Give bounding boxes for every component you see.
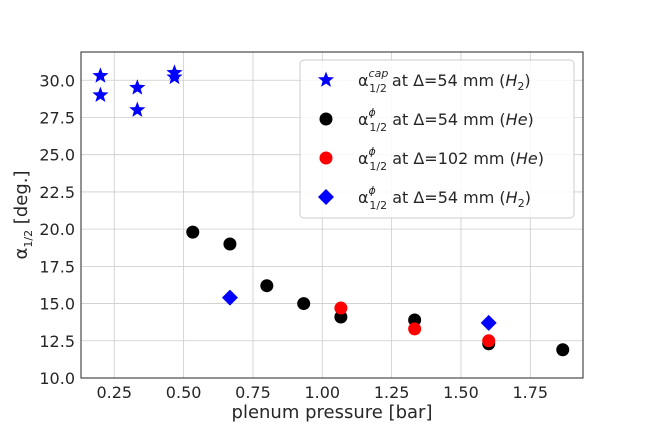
legend-marker-circle: [319, 112, 333, 126]
x-tick-label: 1.00: [304, 383, 340, 402]
data-point-star: [166, 68, 183, 85]
legend-label: αcap 1/2 at Δ=54 mm (H2): [358, 67, 531, 95]
data-point-circle: [334, 310, 348, 324]
data-point-circle: [223, 237, 237, 251]
x-tick-label: 0.75: [235, 383, 271, 402]
data-point-diamond: [480, 314, 497, 331]
y-tick-label: 15.0: [39, 295, 75, 314]
y-tick-label: 27.5: [39, 108, 75, 127]
data-point-star: [129, 79, 146, 95]
series-phi-he-54: [186, 225, 570, 357]
y-tick-label: 22.5: [39, 183, 75, 202]
legend-marker-circle: [319, 151, 333, 165]
y-tick-label: 30.0: [39, 71, 75, 90]
x-axis-ticks: 0.25 0.50 0.75 1.00 1.25 1.50 1.75: [96, 383, 548, 402]
data-point-circle: [186, 225, 200, 239]
x-tick-label: 1.75: [512, 383, 548, 402]
data-point-circle: [297, 297, 311, 311]
legend-label: αϕ 1/2 at Δ=102 mm (He): [358, 145, 544, 173]
x-tick-label: 1.25: [374, 383, 410, 402]
y-tick-label: 20.0: [39, 220, 75, 239]
data-point-circle: [260, 279, 274, 293]
data-points: [92, 64, 570, 357]
plot-frame: [80, 51, 584, 379]
x-tick-label: 0.25: [96, 383, 132, 402]
data-point-circle: [556, 343, 570, 357]
legend-entry-cap-h2-54: αcap 1/2 at Δ=54 mm (H2): [317, 67, 531, 95]
legend-marker-star: [317, 71, 335, 87]
series-phi-he-102: [334, 301, 496, 348]
legend-marker-diamond: [318, 189, 334, 205]
y-tick-label: 10.0: [39, 369, 75, 388]
x-tick-label: 1.50: [443, 383, 479, 402]
legend: αcap 1/2 at Δ=54 mm (H2) αϕ 1/2 at Δ=54 mm …: [299, 59, 575, 219]
y-axis-label: α1/2 [deg.]: [11, 171, 35, 260]
series-cap-h2-54: [92, 64, 183, 117]
legend-label: αϕ 1/2 at Δ=54 mm (He): [358, 106, 534, 134]
y-tick-label: 12.5: [39, 332, 75, 351]
y-tick-label: 25.0: [39, 146, 75, 165]
data-point-circle: [408, 322, 422, 336]
legend-label: αϕ 1/2 at Δ=54 mm (H2): [358, 184, 531, 212]
data-point-star: [92, 86, 109, 103]
data-point-star: [92, 67, 109, 83]
data-point-circle: [482, 334, 496, 348]
data-point-circle: [334, 301, 348, 315]
x-tick-label: 0.50: [166, 383, 202, 402]
data-point-circle: [408, 313, 422, 327]
legend-box: [299, 59, 575, 219]
x-axis-label: plenum pressure [bar]: [232, 402, 433, 423]
series-phi-h2-54: [221, 289, 497, 331]
y-tick-label: 17.5: [39, 257, 75, 276]
legend-entry-phi-he-102: αϕ 1/2 at Δ=102 mm (He): [319, 145, 544, 173]
data-point-diamond: [221, 289, 238, 306]
data-point-star: [129, 101, 146, 117]
legend-entry-phi-h2-54: αϕ 1/2 at Δ=54 mm (H2): [318, 184, 531, 212]
legend-entry-phi-he-54: αϕ 1/2 at Δ=54 mm (He): [319, 106, 534, 134]
y-axis-ticks: 10.0 12.5 15.0 17.5 20.0 22.5 25.0 27.5 30.0: [39, 71, 75, 388]
